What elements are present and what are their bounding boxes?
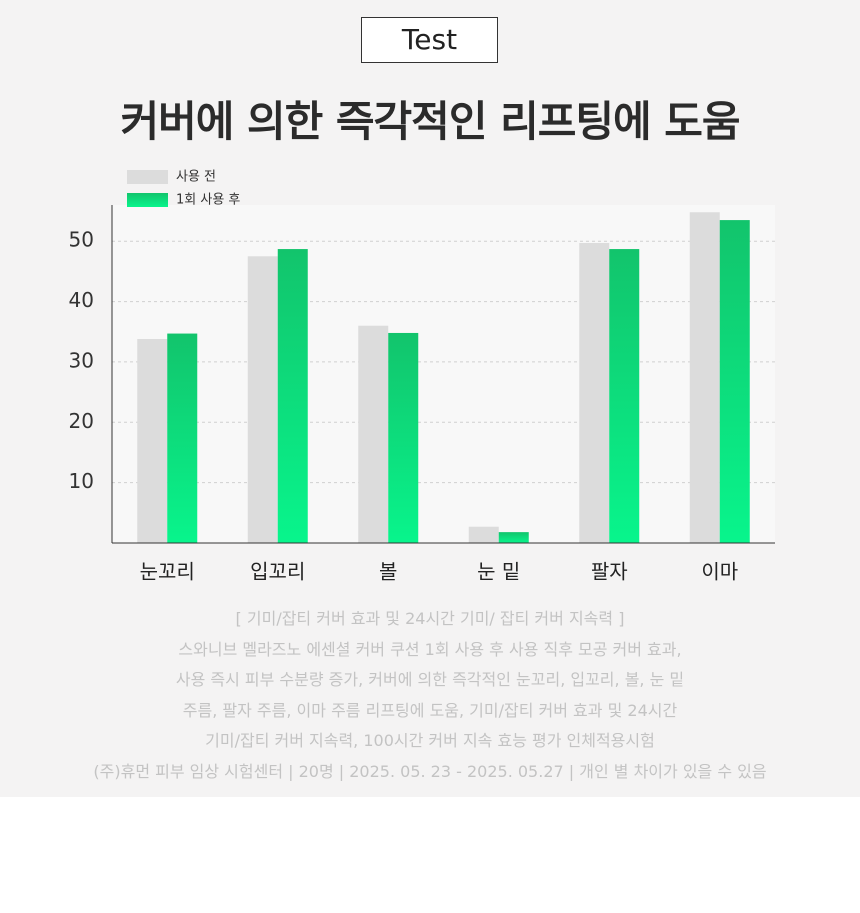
legend-label: 1회 사용 후 <box>176 193 240 208</box>
legend-swatch <box>127 193 168 207</box>
bar <box>609 249 640 543</box>
note-line: 사용 즉시 피부 수분량 증가, 커버에 의한 즉각적인 눈꼬리, 입꼬리, 볼… <box>175 670 685 689</box>
notes: [ 기미/잡티 커버 효과 및 24시간 기미/ 잡티 커버 지속력 ] 스와니브… <box>0 604 860 787</box>
bar <box>277 249 308 543</box>
x-tick-label: 눈꼬리 <box>140 560 195 584</box>
bar <box>579 243 610 543</box>
bar <box>388 332 419 543</box>
page: Test 커버에 의한 즉각적인 리프팅에 도움 10 20 30 40 50 눈꼬리 입꼬… <box>0 0 860 797</box>
y-tick-label: 20 <box>69 409 94 433</box>
y-tick-label: 50 <box>69 228 94 252</box>
y-tick-label: 40 <box>69 288 94 312</box>
badge: Test <box>361 17 498 63</box>
note-line: [ 기미/잡티 커버 효과 및 24시간 기미/ 잡티 커버 지속력 ] <box>235 609 625 628</box>
bar <box>468 526 499 543</box>
bar <box>719 220 750 543</box>
note-line: 주름, 팔자 주름, 이마 주름 리프팅에 도움, 기미/잡티 커버 효과 및 … <box>182 700 678 720</box>
x-tick-label: 팔자 <box>591 560 628 584</box>
bar <box>498 532 529 543</box>
x-tick-label: 입꼬리 <box>250 560 305 584</box>
x-tick-label: 눈 밑 <box>477 560 520 584</box>
chart: 10 20 30 40 50 눈꼬리 입꼬리 볼 눈 밑 팔자 이마 사용 전 1회 사용 후 <box>69 170 775 584</box>
bar <box>689 212 720 543</box>
plot-area <box>112 205 775 543</box>
y-tick-label: 30 <box>69 348 94 372</box>
note-line: 스와니브 멜라즈노 에센셜 커버 쿠션 1회 사용 후 사용 직후 모공 커버 … <box>178 639 682 659</box>
chart-title: 커버에 의한 즉각적인 리프팅에 도움 <box>120 97 740 146</box>
x-tick-label: 볼 <box>379 560 397 584</box>
legend-swatch <box>127 170 168 184</box>
legend-label: 사용 전 <box>176 170 216 185</box>
y-tick-label: 10 <box>69 469 94 493</box>
bar <box>167 333 198 543</box>
bar <box>137 338 168 543</box>
bar <box>247 256 278 543</box>
x-tick-label: 이마 <box>701 560 738 584</box>
note-line: (주)휴먼 피부 임상 시험센터 | 20명 | 2025. 05. 23 - … <box>93 761 767 781</box>
note-line: 기미/잡티 커버 지속력, 100시간 커버 지속 효능 평가 인체적용시험 <box>205 731 655 750</box>
bar <box>358 325 389 543</box>
